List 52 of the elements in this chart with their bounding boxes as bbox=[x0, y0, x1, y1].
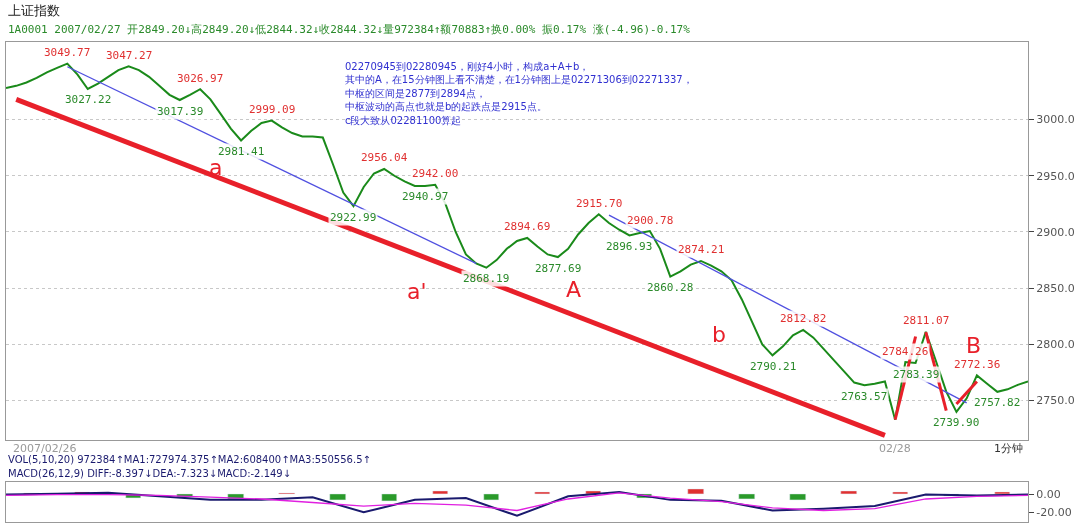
annotation: 3026.97 bbox=[177, 72, 224, 85]
text: 02/28 bbox=[879, 442, 911, 455]
annotation: 2763.57 bbox=[841, 390, 888, 403]
annotation: 2868.19 bbox=[463, 272, 510, 285]
annotation: 2942.00 bbox=[412, 167, 459, 180]
annotation: 2900.78 bbox=[627, 214, 674, 227]
annotation: 3049.77 bbox=[44, 46, 91, 59]
annotation: 中枢波动的高点也就是b的起跌点是2915点。 bbox=[345, 101, 547, 112]
annotation: 2790.21 bbox=[750, 360, 797, 373]
annotation: 2896.93 bbox=[606, 240, 653, 253]
annotation: 2877.69 bbox=[535, 262, 582, 275]
annotation: 2860.28 bbox=[647, 281, 694, 294]
y-tick-label: 2950.0 bbox=[1036, 169, 1075, 183]
annotation: 2811.07 bbox=[903, 314, 950, 327]
chart-subtitle: 1A0001 2007/02/27 开2849.20↓高2849.20↓低2844.32↓收2844.32↓量972384↑额70883↑换0.00% 振0.17% 涨(-4.96)-0.17% bbox=[8, 23, 691, 36]
annotation: 2757.82 bbox=[974, 396, 1021, 409]
annotation: 2981.41 bbox=[218, 145, 265, 158]
annotation: 2915.70 bbox=[576, 197, 623, 210]
text: 1分钟 bbox=[994, 442, 1023, 455]
annotation: 2940.97 bbox=[402, 190, 449, 203]
text: VOL(5,10,20) 972384↑MA1:727974.375↑MA2:608400↑MA3:550556.5↑ bbox=[8, 454, 371, 465]
annotation: 2956.04 bbox=[361, 151, 408, 164]
annotation: 2922.99 bbox=[330, 211, 377, 224]
annotation: A bbox=[566, 277, 582, 302]
annotation: a' bbox=[407, 279, 427, 304]
annotation: c段大致从02281100算起 bbox=[345, 115, 462, 126]
annotation: 2783.39 bbox=[893, 368, 940, 381]
annotation: 2874.21 bbox=[678, 243, 725, 256]
annotation: 2784.26 bbox=[882, 345, 929, 358]
annotation: 3027.22 bbox=[65, 93, 112, 106]
chart-title: 上证指数 bbox=[8, 3, 60, 18]
annotation: 2999.09 bbox=[249, 103, 296, 116]
annotation: 2772.36 bbox=[954, 358, 1001, 371]
annotation: 其中的A，在15分钟图上看不清楚，在1分钟图上是02271306到02271337， bbox=[345, 74, 693, 85]
annotation: 3047.27 bbox=[106, 49, 153, 62]
y-tick-label: -20.00 bbox=[1036, 506, 1072, 520]
annotation: 中枢的区间是2877到2894点， bbox=[345, 88, 486, 99]
annotation: B bbox=[966, 333, 982, 358]
y-tick-label: 2850.0 bbox=[1036, 282, 1075, 296]
y-tick-label: 2800.0 bbox=[1036, 338, 1075, 352]
annotation: b bbox=[712, 322, 726, 347]
y-tick-label: 3000.0 bbox=[1036, 113, 1075, 127]
annotation: 2812.82 bbox=[780, 312, 827, 325]
annotation: 2894.69 bbox=[504, 220, 551, 233]
annotation: 02270945到02280945，刚好4小时，构成a+A+b， bbox=[345, 61, 590, 72]
text: 2007/02/26 bbox=[13, 442, 77, 455]
y-tick-label: 0.00 bbox=[1036, 488, 1061, 502]
annotation: 3017.39 bbox=[157, 105, 204, 118]
y-tick-label: 2900.0 bbox=[1036, 225, 1075, 239]
text: MACD(26,12,9) DIFF:-8.397↓DEA:-7.323↓MACD:-2.149↓ bbox=[8, 468, 292, 479]
y-tick-label: 2750.0 bbox=[1036, 394, 1075, 408]
annotation: 2739.90 bbox=[933, 416, 980, 429]
